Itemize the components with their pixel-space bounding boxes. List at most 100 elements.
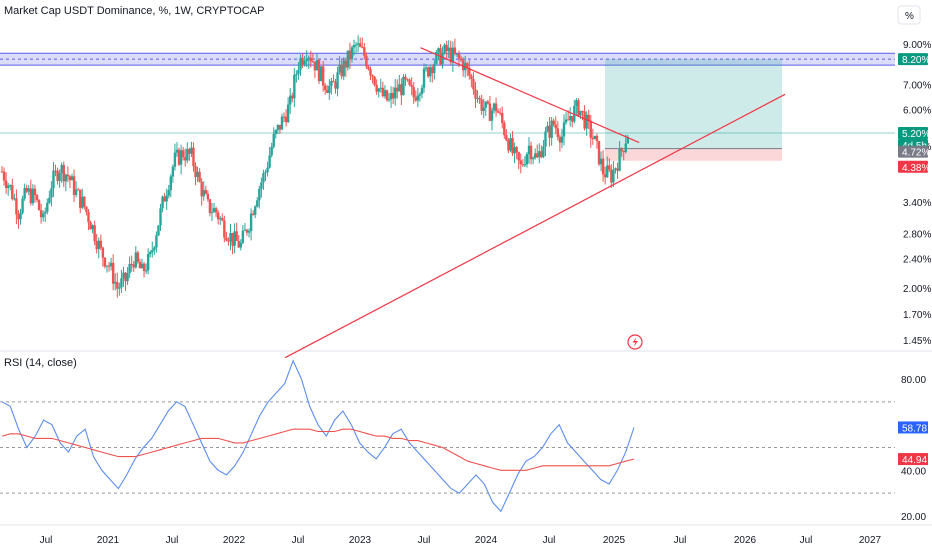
candle-body — [550, 120, 553, 138]
candle-body — [33, 188, 37, 196]
candle-body — [303, 60, 306, 65]
candle-body — [513, 147, 516, 154]
candle-body — [461, 60, 465, 71]
candle-body — [13, 198, 16, 200]
candle-body — [575, 100, 578, 106]
candle-body — [618, 148, 621, 171]
candle-body — [245, 229, 249, 233]
candle-body — [227, 240, 230, 242]
candle-body — [64, 174, 68, 182]
candle-body — [371, 75, 374, 77]
candle-body — [214, 208, 218, 213]
candle-body — [428, 67, 432, 77]
price-tick-label: 1.45% — [903, 336, 931, 347]
candle-body — [87, 211, 90, 223]
candle-body — [9, 185, 12, 187]
candle-body — [435, 51, 438, 64]
candle-body — [511, 138, 514, 154]
candle-body — [424, 67, 428, 69]
candle-body — [241, 230, 245, 243]
candle-body — [443, 44, 446, 53]
candle-body — [488, 103, 492, 121]
candle-body — [587, 114, 590, 121]
candle-body — [173, 152, 177, 167]
rsi-badge-label: 58.78 — [902, 423, 927, 434]
candle-body — [400, 84, 403, 96]
candle-body — [146, 253, 150, 271]
candle-body — [159, 208, 162, 226]
candle-body — [431, 67, 434, 74]
candle-body — [577, 100, 580, 116]
candle-body — [568, 116, 572, 121]
candle-body — [356, 43, 360, 45]
price-badge — [898, 160, 928, 173]
long-position-tool[interactable] — [605, 59, 782, 161]
time-tick-label: 2026 — [734, 535, 757, 546]
scale-mode-button[interactable]: % — [897, 5, 921, 25]
candle-body — [365, 55, 368, 67]
candle-body — [126, 273, 129, 282]
descending-trendline[interactable] — [420, 47, 640, 144]
candle-body — [219, 218, 222, 220]
candle-body — [484, 101, 487, 108]
candle-body — [494, 103, 498, 112]
candle-body — [391, 93, 395, 99]
candle-body — [25, 187, 28, 192]
price-tick-label: 2.00% — [903, 284, 931, 295]
time-tick-label: Jul — [418, 535, 431, 546]
candle-body — [237, 240, 240, 248]
ascending-trendline[interactable] — [284, 93, 786, 359]
candle-body — [330, 80, 333, 86]
candle-body — [305, 59, 308, 61]
candle-body — [153, 247, 156, 251]
candle-body — [566, 119, 570, 121]
candle-body — [317, 60, 321, 82]
candle-body — [70, 176, 74, 181]
candle-body — [361, 46, 364, 48]
candle-body — [276, 124, 280, 131]
candle-body — [583, 111, 586, 129]
candle-body — [140, 263, 144, 269]
candle-body — [342, 60, 345, 77]
candle-body — [190, 147, 193, 154]
time-tick-label: 2027 — [859, 535, 882, 546]
candle-body — [505, 135, 508, 141]
candle-body — [282, 116, 286, 118]
candle-body — [624, 143, 627, 153]
candle-body — [346, 50, 350, 68]
candle-body — [352, 45, 356, 48]
candle-body — [336, 72, 339, 89]
candle-body — [192, 147, 195, 167]
trendlines-layer[interactable] — [284, 47, 786, 359]
candle-body — [601, 158, 605, 175]
candle-body — [319, 66, 323, 82]
candle-body — [521, 164, 525, 166]
candle-body — [466, 63, 469, 68]
candle-body — [402, 76, 405, 96]
candle-body — [76, 189, 80, 191]
candle-body — [445, 44, 448, 52]
candle-body — [103, 257, 107, 267]
candle-body — [344, 60, 347, 68]
candle-body — [571, 116, 574, 122]
candle-body — [536, 153, 539, 158]
candle-body — [225, 237, 228, 241]
time-tick-label: Jul — [166, 535, 179, 546]
candle-body — [622, 150, 625, 153]
candle-body — [278, 124, 282, 130]
candle-body — [107, 265, 111, 267]
candle-body — [171, 166, 175, 177]
candle-body — [412, 87, 415, 98]
time-tick-label: Jul — [40, 535, 53, 546]
candle-body — [256, 200, 259, 207]
candle-body — [393, 87, 397, 99]
candle-body — [198, 171, 201, 182]
candle-body — [422, 68, 426, 88]
candle-body — [35, 195, 39, 201]
candle-body — [239, 242, 243, 248]
lightning-icon[interactable] — [627, 334, 643, 350]
candle-body — [597, 141, 601, 165]
candle-body — [200, 181, 203, 197]
candle-body — [519, 160, 522, 165]
candle-body — [74, 189, 78, 195]
